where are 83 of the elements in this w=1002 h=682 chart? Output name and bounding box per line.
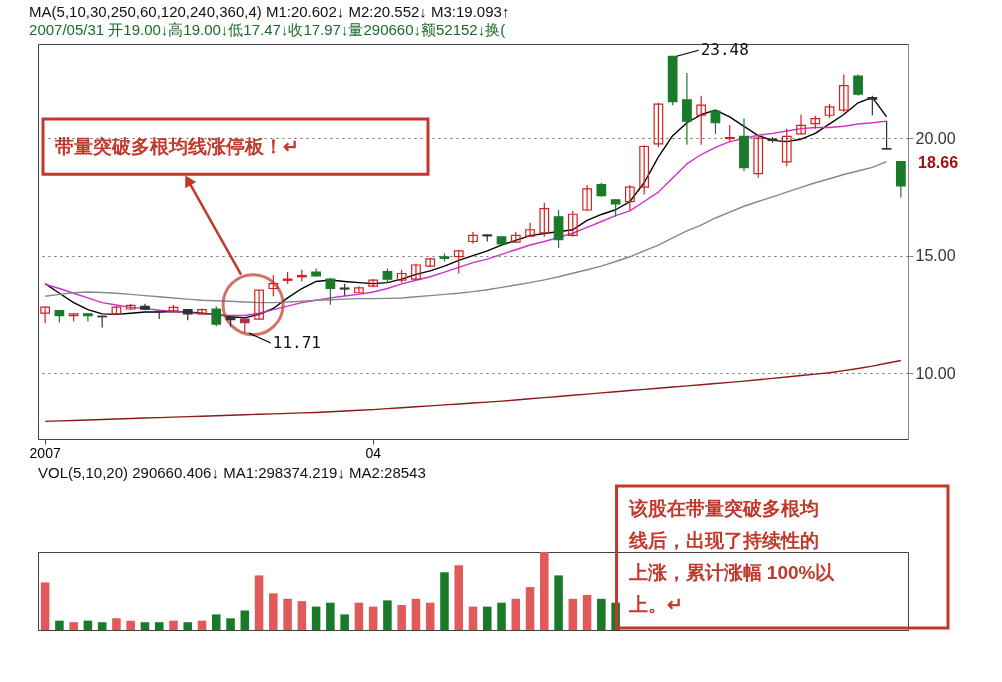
candlestick [83, 312, 93, 323]
candlestick [753, 135, 764, 179]
bar [468, 606, 478, 630]
candlestick [411, 263, 421, 281]
bar [511, 598, 521, 630]
candlestick [582, 184, 592, 212]
bar [568, 598, 578, 630]
candlestick [296, 269, 307, 283]
annotation: 23.48 [700, 40, 749, 60]
candlestick [653, 102, 664, 149]
annotation: 带量突破多根均线涨停板！↵ [55, 135, 299, 157]
bar [226, 618, 235, 630]
y-tick-label: 15.00 [915, 247, 956, 265]
x-tick-label: 2007 [29, 444, 61, 461]
bar [340, 614, 349, 630]
bar [497, 602, 506, 630]
bar [183, 622, 193, 630]
annotation: 11.71 [272, 332, 321, 352]
candlestick [539, 202, 550, 238]
bar [411, 598, 421, 630]
bar [482, 606, 492, 630]
text: 18.66 [918, 153, 959, 171]
x-tick-label: 04 [365, 444, 382, 461]
chart-title: MA(5,10,30,250,60,120,240,360,4) M1:20.602↓ M2:20.552↓ M3:19.093↑ [29, 3, 510, 21]
candlestick [639, 144, 650, 196]
bar [297, 601, 307, 630]
bar [425, 602, 435, 630]
candlestick [682, 72, 692, 146]
candlestick [625, 184, 635, 211]
bar [83, 620, 93, 630]
bar [55, 620, 64, 630]
candlestick [525, 222, 535, 238]
bar [140, 622, 150, 630]
chart-title: VOL(5,10,20) 290660.406↓ MA1:298374.219↓ MA2:28543 [38, 463, 426, 481]
candlestick [867, 95, 878, 116]
bar [326, 602, 335, 630]
bar [169, 620, 178, 630]
bar [582, 594, 592, 630]
bar [126, 620, 135, 630]
bar [254, 575, 264, 630]
bar [97, 622, 107, 630]
candlestick [853, 73, 863, 97]
candlestick [254, 289, 264, 320]
bar [112, 618, 121, 630]
y-tick-label: 20.00 [915, 129, 956, 147]
bar [383, 600, 392, 630]
bar [69, 622, 78, 630]
bar [354, 602, 364, 630]
candlestick [796, 113, 806, 136]
candlestick [325, 277, 336, 306]
bar [240, 610, 250, 630]
bar [397, 605, 406, 630]
candlestick [781, 128, 792, 167]
candlestick [838, 73, 849, 113]
candlestick [567, 210, 578, 238]
bar [212, 614, 221, 630]
candlestick [453, 249, 464, 275]
candlestick [696, 95, 707, 146]
candlestick [268, 274, 279, 297]
bar [554, 575, 563, 630]
chart-subtitle: 2007/05/31 开19.00↓高19.00↓低17.47↓收17.97↓量290660↓额52152↓换( [29, 21, 506, 39]
bar [597, 598, 606, 630]
bar [525, 587, 535, 630]
candlestick [354, 285, 364, 294]
bar [311, 606, 321, 630]
candlestick [553, 209, 564, 249]
bar [269, 593, 278, 630]
bar [540, 552, 549, 630]
bar [454, 565, 464, 630]
bar [368, 606, 378, 630]
candlestick [468, 231, 478, 245]
bar [40, 582, 50, 630]
y-tick-label: 10.00 [915, 364, 956, 382]
candlestick [40, 306, 51, 324]
bar [440, 572, 449, 630]
bar [154, 622, 164, 630]
line-series [44, 160, 888, 304]
bar [283, 598, 292, 630]
line-series [44, 359, 902, 423]
annotation: 该股在带量突破多根均线后，出现了持续性的上涨，累计涨幅 100%以上。↵ [627, 497, 836, 616]
bar [197, 620, 207, 630]
candlestick [211, 305, 222, 327]
candlestick [881, 120, 892, 150]
